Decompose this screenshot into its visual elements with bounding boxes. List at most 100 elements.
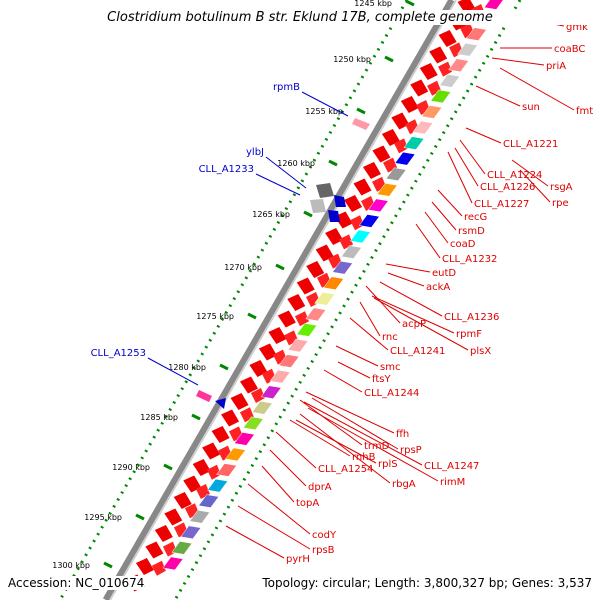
gene-category-block bbox=[439, 74, 461, 88]
tick-label: 1290 kbp bbox=[112, 463, 150, 472]
cds-arrow bbox=[230, 393, 249, 410]
cds-arrow bbox=[211, 426, 230, 443]
gene-category-block bbox=[198, 494, 220, 508]
gene-label: gmk bbox=[566, 22, 588, 33]
gene-label: fmt bbox=[576, 106, 593, 117]
gene-leader-line bbox=[385, 263, 431, 273]
gene-category-block bbox=[189, 509, 211, 524]
gene-category-block bbox=[305, 307, 327, 322]
gene-category-block bbox=[162, 556, 184, 571]
gene-label: rsgA bbox=[550, 182, 573, 193]
cds-arrow bbox=[410, 79, 429, 97]
gene-label: CLL_A1227 bbox=[474, 199, 529, 210]
gene-leader-line bbox=[459, 139, 486, 175]
gene-leader-line bbox=[379, 281, 443, 317]
tick-label: 1265 kbp bbox=[252, 210, 290, 219]
cds-arrow bbox=[206, 464, 221, 480]
gene-label: ftsY bbox=[372, 374, 391, 385]
gene-category-block bbox=[216, 463, 237, 477]
gene-CLL_A1253-mark bbox=[196, 390, 212, 402]
gene-leader-line bbox=[337, 361, 371, 379]
gene-rpmB-mark bbox=[352, 118, 370, 130]
gene-label: rplS bbox=[378, 459, 398, 470]
gene-label: recG bbox=[464, 212, 487, 223]
gene-leader-line bbox=[519, 169, 551, 203]
gene-leader-line bbox=[237, 505, 311, 550]
gene-leader-line bbox=[424, 211, 449, 244]
gene-leader-line bbox=[491, 57, 545, 66]
cds-arrow bbox=[334, 211, 353, 229]
gene-label: topA bbox=[296, 498, 319, 509]
tick-mark bbox=[356, 107, 366, 115]
gene-label: CLL_A1224 bbox=[487, 170, 542, 181]
gene-category-block bbox=[412, 120, 434, 135]
gene-label: rpsB bbox=[312, 545, 335, 556]
gene-category-block bbox=[332, 260, 353, 275]
gene-category-block bbox=[323, 276, 345, 290]
cds-arrow bbox=[294, 311, 309, 327]
cds-arrow bbox=[287, 294, 306, 311]
gene-label: CLL_A1244 bbox=[364, 388, 419, 399]
gene-label: CLL_A1226 bbox=[480, 182, 535, 193]
gene-label: smc bbox=[380, 362, 400, 373]
gene-leader-line bbox=[301, 91, 349, 117]
gene-leader-line bbox=[415, 223, 441, 259]
tick-mark bbox=[135, 513, 145, 521]
gene-leader-line bbox=[323, 369, 363, 393]
gene-label: rpmF bbox=[456, 329, 482, 340]
gene-category-block bbox=[171, 541, 193, 555]
gene-label: CLL_A1253 bbox=[91, 348, 146, 359]
gene-leader-line bbox=[511, 159, 549, 187]
gene-category-block bbox=[225, 447, 246, 462]
gene-leader-line bbox=[261, 465, 295, 503]
gene-label: CLL_A1241 bbox=[390, 346, 445, 357]
cds-arrow bbox=[353, 178, 372, 196]
gene-category-block bbox=[448, 58, 470, 73]
cds-arrow bbox=[325, 228, 344, 245]
cds-arrow bbox=[192, 459, 211, 476]
gene-category-block bbox=[278, 354, 300, 368]
cds-arrow bbox=[250, 388, 265, 403]
gene-leader-line bbox=[431, 201, 457, 231]
tick-label: 1295 kbp bbox=[84, 513, 122, 522]
gene-label: coaBC bbox=[554, 44, 585, 55]
gene-label: dprA bbox=[308, 482, 332, 493]
tick-label: 1245 kbp bbox=[354, 0, 392, 8]
tick-mark bbox=[247, 312, 257, 320]
gene-category-block bbox=[287, 338, 309, 353]
tick-label: 1280 kbp bbox=[168, 363, 206, 372]
gene-label: eutD bbox=[432, 268, 456, 279]
gene-leader-line bbox=[475, 85, 521, 107]
gene-label: pyrH bbox=[286, 554, 310, 565]
gene-leader-line bbox=[499, 67, 575, 111]
cds-arrow bbox=[277, 310, 296, 328]
tick-mark bbox=[405, 0, 415, 7]
gene-category-block bbox=[349, 229, 371, 244]
gene-category-block bbox=[403, 136, 425, 150]
gene-label: CLL_A1236 bbox=[444, 312, 499, 323]
tick-label: 1285 kbp bbox=[140, 413, 178, 422]
gene-label: rpe bbox=[552, 198, 569, 209]
cds-arrow bbox=[429, 46, 448, 64]
gene-leader-line bbox=[247, 483, 311, 535]
cds-arrow bbox=[268, 327, 287, 344]
gene-CLL_A1233-mark bbox=[334, 195, 346, 207]
gene-label: rimM bbox=[440, 477, 465, 488]
cds-arrow bbox=[239, 376, 258, 394]
inner-tick-dots bbox=[173, 0, 522, 600]
gene-leader-line bbox=[255, 173, 301, 196]
tick-mark bbox=[219, 363, 229, 371]
gene-label: rpmB bbox=[273, 82, 300, 93]
gene-label: codY bbox=[312, 530, 337, 541]
gene-leader-line bbox=[335, 345, 379, 367]
backbone-ring bbox=[102, 0, 456, 600]
gene-category-block bbox=[385, 167, 407, 182]
gene-label: coaD bbox=[450, 239, 476, 250]
tick-label: 1255 kbp bbox=[305, 107, 343, 116]
tick-label: 1275 kbp bbox=[196, 312, 234, 321]
gene-ylbJ-mark bbox=[316, 183, 334, 198]
gene-category-block bbox=[465, 27, 487, 41]
gene-leader-line bbox=[371, 295, 455, 334]
gene-leader-line bbox=[447, 151, 473, 204]
